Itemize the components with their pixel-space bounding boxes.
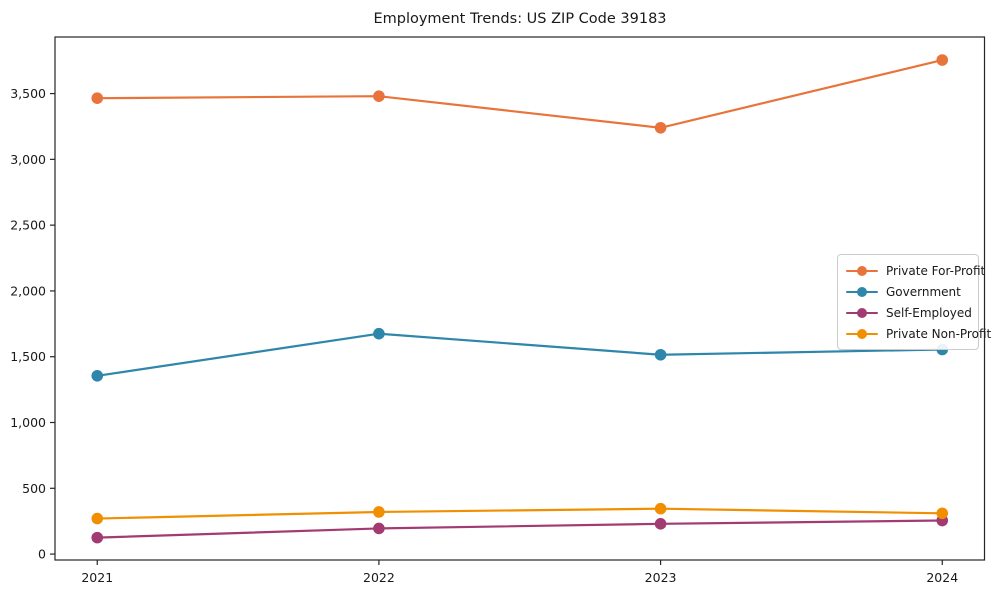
- legend-label: Self-Employed: [886, 305, 972, 320]
- x-tick-label: 2024: [926, 570, 958, 585]
- data-point-private-for-profit-2021: [91, 92, 104, 104]
- y-tick-label: 3,000: [10, 152, 46, 167]
- x-tick-label: 2023: [645, 570, 677, 585]
- data-point-private-non-profit-2021: [91, 512, 104, 525]
- data-point-private-non-profit-2024: [936, 507, 949, 520]
- series-line-self-employed: [96, 519, 944, 539]
- data-point-government-2022: [373, 327, 385, 340]
- y-tick-label: 2,000: [10, 283, 46, 298]
- chart-title: Employment Trends: US ZIP Code 39183: [373, 11, 667, 27]
- legend-item-self-employed: Self-Employed: [846, 302, 972, 323]
- legend-line-marker-icon: [846, 307, 878, 319]
- data-point-self-employed-2023: [654, 518, 667, 530]
- data-point-self-employed-2022: [373, 522, 385, 535]
- y-tick-label: 500: [22, 481, 46, 496]
- legend: Private For-Profit Government Self-Employe…: [837, 254, 991, 350]
- plot-border: [54, 36, 986, 561]
- y-tick-label: 1,000: [10, 415, 46, 430]
- series-line-private-non-profit: [96, 507, 944, 520]
- x-tick-label: 2021: [81, 570, 113, 585]
- data-point-private-for-profit-2024: [936, 54, 949, 66]
- y-tick-label: 3,500: [10, 86, 46, 101]
- legend-label: Private For-Profit: [886, 263, 986, 278]
- legend-item-private-non-profit: Private Non-Profit: [846, 323, 991, 344]
- y-tick-label: 2,500: [10, 218, 46, 233]
- data-point-private-for-profit-2022: [373, 90, 385, 103]
- legend-line-marker-icon: [846, 265, 878, 277]
- legend-label: Private Non-Profit: [886, 326, 992, 341]
- legend-line-marker-icon: [846, 328, 878, 340]
- legend-line-marker-icon: [846, 286, 878, 298]
- data-point-government-2021: [91, 369, 104, 382]
- series-line-private-for-profit: [96, 58, 944, 129]
- series-line-government: [96, 332, 944, 377]
- legend-item-government: Government: [846, 281, 970, 302]
- y-tick-label: 1,500: [10, 349, 46, 364]
- x-tick-label: 2022: [363, 570, 395, 585]
- data-point-private-non-profit-2022: [373, 506, 385, 518]
- data-point-government-2023: [654, 348, 667, 361]
- data-point-self-employed-2021: [91, 531, 104, 544]
- legend-item-private-for-profit: Private For-Profit: [846, 260, 985, 281]
- y-tick-label: 0: [38, 547, 46, 562]
- data-point-private-non-profit-2023: [654, 502, 667, 515]
- data-point-private-for-profit-2023: [654, 121, 667, 134]
- legend-label: Government: [886, 284, 961, 299]
